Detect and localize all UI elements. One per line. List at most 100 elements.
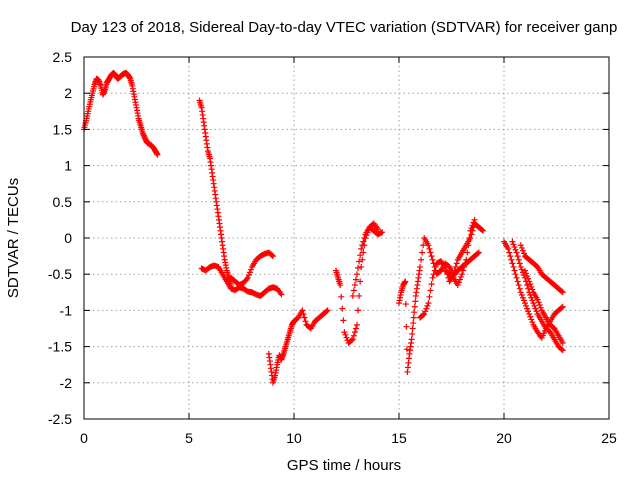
data-point <box>339 305 346 312</box>
data-point <box>524 305 531 312</box>
data-point <box>522 267 528 274</box>
data-point <box>428 281 435 288</box>
data-point <box>525 308 532 315</box>
data-point <box>356 258 363 265</box>
data-point <box>411 303 418 310</box>
data-point <box>403 323 410 330</box>
data-point <box>515 256 522 263</box>
data-point <box>514 253 521 260</box>
data-point <box>510 263 517 270</box>
data-point <box>508 256 515 263</box>
data-point <box>531 302 538 309</box>
data-point <box>470 219 477 226</box>
data-point <box>343 334 350 341</box>
data-point <box>511 244 518 251</box>
data-point <box>536 301 543 308</box>
x-tick-label: 20 <box>496 430 512 446</box>
y-tick-label: 0.5 <box>53 194 73 210</box>
data-point <box>418 256 425 263</box>
data-point <box>459 271 465 278</box>
data-point <box>351 282 358 289</box>
data-point <box>516 260 523 267</box>
data-point <box>533 308 540 315</box>
data-point <box>511 267 518 274</box>
y-tick-label: 0 <box>64 230 72 246</box>
data-point <box>460 267 467 274</box>
data-point <box>507 253 514 260</box>
data-point <box>535 299 542 306</box>
data-point <box>465 242 472 249</box>
data-point <box>342 331 349 338</box>
data-point <box>523 270 530 277</box>
data-point <box>427 287 434 294</box>
series-s13 <box>517 242 566 296</box>
data-point <box>474 250 481 257</box>
data-point <box>513 274 520 281</box>
data-point <box>559 339 566 346</box>
y-tick-label: -1.5 <box>48 339 72 355</box>
data-point <box>355 307 362 314</box>
y-tick-label: -2 <box>60 375 73 391</box>
data-point <box>532 305 539 312</box>
data-point <box>245 272 252 279</box>
data-point <box>529 286 536 293</box>
data-point <box>348 337 355 344</box>
axis-ticks <box>83 56 610 420</box>
data-point <box>300 311 307 318</box>
data-point <box>513 249 520 256</box>
data-point <box>505 245 512 252</box>
data-point <box>457 273 464 280</box>
data-point <box>411 309 418 316</box>
data-point <box>452 263 459 270</box>
data-point <box>523 302 530 309</box>
data-point <box>360 238 367 245</box>
data-point <box>375 226 381 233</box>
data-marks <box>81 69 566 386</box>
data-point <box>524 273 531 280</box>
data-point <box>468 225 475 232</box>
data-point <box>350 287 357 294</box>
data-point <box>423 305 430 312</box>
data-point <box>419 249 426 256</box>
data-point <box>340 317 347 324</box>
data-point <box>323 308 330 315</box>
y-tick-label: 1.5 <box>53 121 73 137</box>
data-point <box>424 302 431 309</box>
data-point <box>356 292 363 299</box>
data-point <box>519 247 526 254</box>
data-point <box>537 304 544 311</box>
data-point <box>409 325 416 332</box>
y-tick-label: 2.5 <box>53 49 73 65</box>
x-axis-label: GPS time / hours <box>287 457 401 474</box>
data-point <box>349 336 356 343</box>
data-point <box>244 274 251 281</box>
data-point <box>464 249 471 256</box>
data-point <box>246 269 253 276</box>
y-axis-label: SDTVAR / TECUs <box>5 178 22 298</box>
data-point <box>301 314 308 321</box>
y-tick-label: -2.5 <box>48 411 72 427</box>
series-s7 <box>349 224 386 299</box>
data-point <box>518 292 525 299</box>
data-point <box>360 249 367 256</box>
data-point <box>527 281 534 288</box>
data-point <box>409 330 416 337</box>
data-point <box>475 249 482 256</box>
data-point <box>526 311 533 318</box>
data-point <box>408 336 415 343</box>
data-point <box>341 329 348 336</box>
data-point <box>558 304 565 311</box>
data-point <box>517 263 524 270</box>
data-point <box>517 242 524 249</box>
data-point <box>243 276 250 283</box>
y-tick-label: 2 <box>64 85 72 101</box>
data-point <box>455 279 462 286</box>
data-point <box>247 266 254 273</box>
data-point <box>427 249 434 256</box>
grid <box>84 57 609 419</box>
y-tick-label: 1 <box>64 158 72 174</box>
data-point <box>520 250 527 257</box>
data-point <box>529 297 536 304</box>
